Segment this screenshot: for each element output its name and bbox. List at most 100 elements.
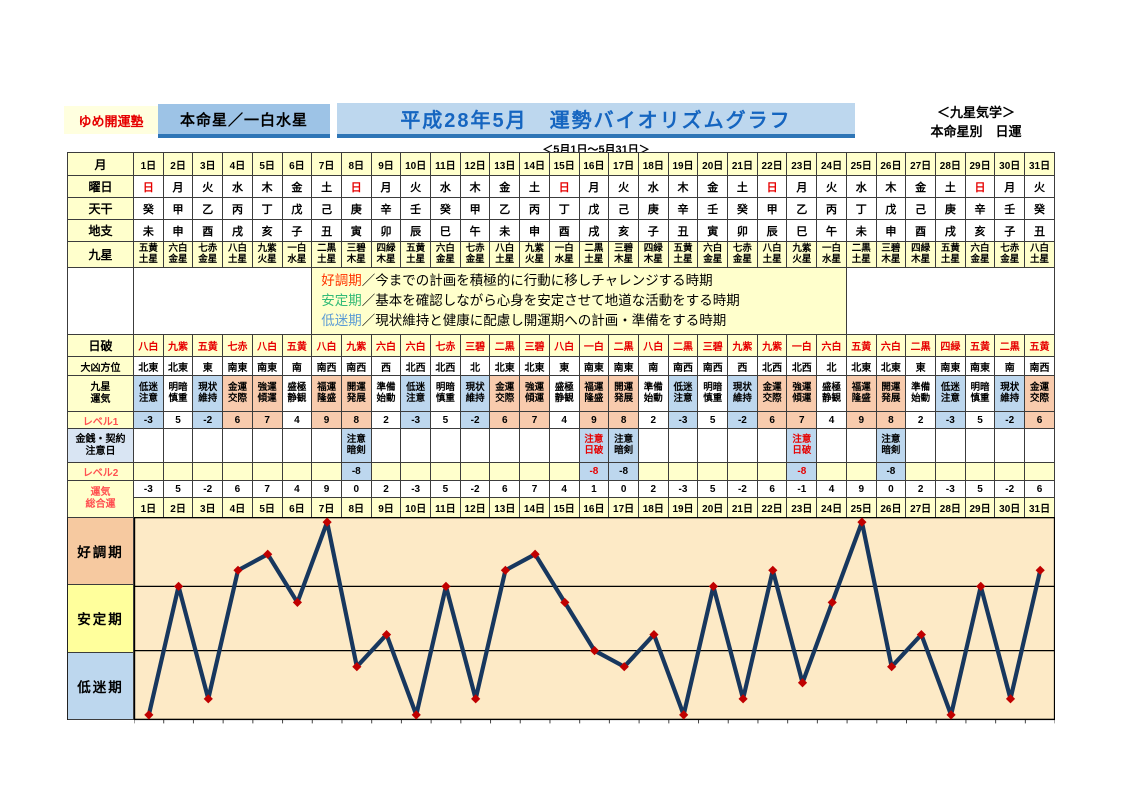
unki-cell: 開運 発展 <box>340 375 372 412</box>
row-label-kinsen: 金銭・契約 注意日 <box>67 428 134 463</box>
nippa-cell: 一白 <box>578 334 610 357</box>
level2-cell <box>697 462 729 481</box>
unki-cell: 準備 始動 <box>637 375 669 412</box>
level2-cell <box>311 462 342 481</box>
daikyo-cell: 西 <box>727 356 758 376</box>
unki-cell: 盛極 静観 <box>281 375 313 412</box>
honmeisei-box: 本命星／一白水星 <box>158 104 330 138</box>
unki-cell: 福運 隆盛 <box>578 375 610 412</box>
level2-cell <box>964 462 996 481</box>
page-title: 平成28年5月 運勢バイオリズムグラフ <box>337 103 855 138</box>
kyusei-cell: 七赤 金星 <box>994 241 1026 268</box>
caution-cell <box>489 428 521 463</box>
unki-cell: 明暗 慎重 <box>430 375 461 412</box>
chishi-cell: 寅 <box>697 219 729 242</box>
nippa-cell: 六白 <box>875 334 907 357</box>
day-header-cell: 14日 <box>519 152 550 176</box>
level2-cell <box>756 462 788 481</box>
level1-cell: 6 <box>1024 411 1055 429</box>
kigaku-line1: ＜九星気学＞ <box>936 105 1015 120</box>
sogoun-day-cell: 30日 <box>994 497 1026 518</box>
kyusei-cell: 五黄 土星 <box>934 241 966 268</box>
chishi-cell: 子 <box>637 219 669 242</box>
legend-box: 好調期／今までの計画を積極的に行動に移しチャレンジする時期 安定期／基本を確認し… <box>311 267 847 335</box>
tenkan-cell: 甲 <box>459 197 491 220</box>
chishi-cell: 子 <box>994 219 1026 242</box>
sogoun-day-cell: 21日 <box>727 497 758 518</box>
nippa-cell: 五黄 <box>281 334 313 357</box>
sogoun-value-cell: 9 <box>845 480 877 498</box>
daikyo-cell: 北東 <box>162 356 194 376</box>
chishi-cell: 酉 <box>192 219 224 242</box>
caution-cell: 注意 日破 <box>578 428 610 463</box>
sogoun-day-cell: 1日 <box>133 497 164 518</box>
tenkan-cell: 戊 <box>281 197 313 220</box>
unki-cell: 低迷 注意 <box>667 375 699 412</box>
sogoun-day-cell: 13日 <box>489 497 521 518</box>
caution-cell <box>192 428 224 463</box>
level2-cell <box>994 462 1026 481</box>
caution-cell <box>637 428 669 463</box>
unki-cell: 金運 交際 <box>222 375 253 412</box>
brand-label: ゆめ開運塾 <box>64 106 158 134</box>
kyusei-cell: 八白 土星 <box>222 241 253 268</box>
caution-cell: 注意 暗剣 <box>608 428 639 463</box>
sogoun-value-cell: -2 <box>994 480 1026 498</box>
sogoun-value-cell: 6 <box>222 480 253 498</box>
unki-cell: 金運 交際 <box>489 375 521 412</box>
note-blank-left <box>132 267 313 335</box>
sogoun-value-cell: -2 <box>192 480 224 498</box>
sogoun-value-cell: -3 <box>400 480 432 498</box>
kyusei-cell: 六白 金星 <box>430 241 461 268</box>
level1-cell: -2 <box>192 411 224 429</box>
chishi-cell: 卯 <box>370 219 402 242</box>
weekday-cell: 水 <box>637 175 669 198</box>
level1-cell: 8 <box>608 411 639 429</box>
row-label-unki-2: 運気 <box>90 393 111 405</box>
nippa-cell: 九紫 <box>727 334 758 357</box>
tenkan-cell: 癸 <box>1024 197 1055 220</box>
level2-cell <box>251 462 283 481</box>
kyusei-cell: 八白 土星 <box>489 241 521 268</box>
row-label-sogoun-1: 運気 <box>90 487 111 498</box>
unki-cell: 低迷 注意 <box>400 375 432 412</box>
weekday-cell: 月 <box>786 175 818 198</box>
weekday-cell: 木 <box>459 175 491 198</box>
weekday-cell: 水 <box>430 175 461 198</box>
chishi-cell: 酉 <box>905 219 936 242</box>
sogoun-day-cell: 9日 <box>370 497 402 518</box>
kyusei-cell: 一白 水星 <box>548 241 580 268</box>
chishi-cell: 酉 <box>548 219 580 242</box>
level1-cell: 5 <box>162 411 194 429</box>
unki-cell: 開運 発展 <box>875 375 907 412</box>
biorhythm-table: 月 1日 2日 3日 4日 5日 6日 7日 8日 9日 10日 11日 12日 13日 14日 15日 16… <box>67 152 1056 518</box>
tenkan-cell: 戊 <box>578 197 610 220</box>
day-header-cell: 24日 <box>816 152 847 176</box>
daikyo-cell: 北東 <box>875 356 907 376</box>
weekday-cell: 火 <box>816 175 847 198</box>
sogoun-day-cell: 16日 <box>578 497 610 518</box>
day-header-cell: 9日 <box>370 152 402 176</box>
nippa-cell: 五黄 <box>1024 334 1055 357</box>
sogoun-day-cell: 8日 <box>340 497 372 518</box>
level1-cell: 4 <box>816 411 847 429</box>
row-label-sogoun: 運気 総合運 <box>67 480 134 518</box>
chishi-cell: 戌 <box>222 219 253 242</box>
level1-cell: 6 <box>222 411 253 429</box>
level2-cell <box>133 462 164 481</box>
weekday-cell: 日 <box>548 175 580 198</box>
tenkan-cell: 戊 <box>875 197 907 220</box>
sogoun-day-cell: 26日 <box>875 497 907 518</box>
level1-cell: 7 <box>251 411 283 429</box>
weekday-cell: 火 <box>400 175 432 198</box>
nippa-cell: 八白 <box>251 334 283 357</box>
day-header-cell: 31日 <box>1024 152 1055 176</box>
nippa-cell: 二黒 <box>489 334 521 357</box>
kyusei-cell: 二黒 土星 <box>311 241 342 268</box>
unki-cell: 準備 始動 <box>905 375 936 412</box>
row-label-unki: 九星 運気 <box>67 375 134 412</box>
band-label-stable: 安定期 <box>68 585 134 653</box>
nippa-cell: 九紫 <box>756 334 788 357</box>
level1-cell: -2 <box>459 411 491 429</box>
nippa-cell: 五黄 <box>845 334 877 357</box>
